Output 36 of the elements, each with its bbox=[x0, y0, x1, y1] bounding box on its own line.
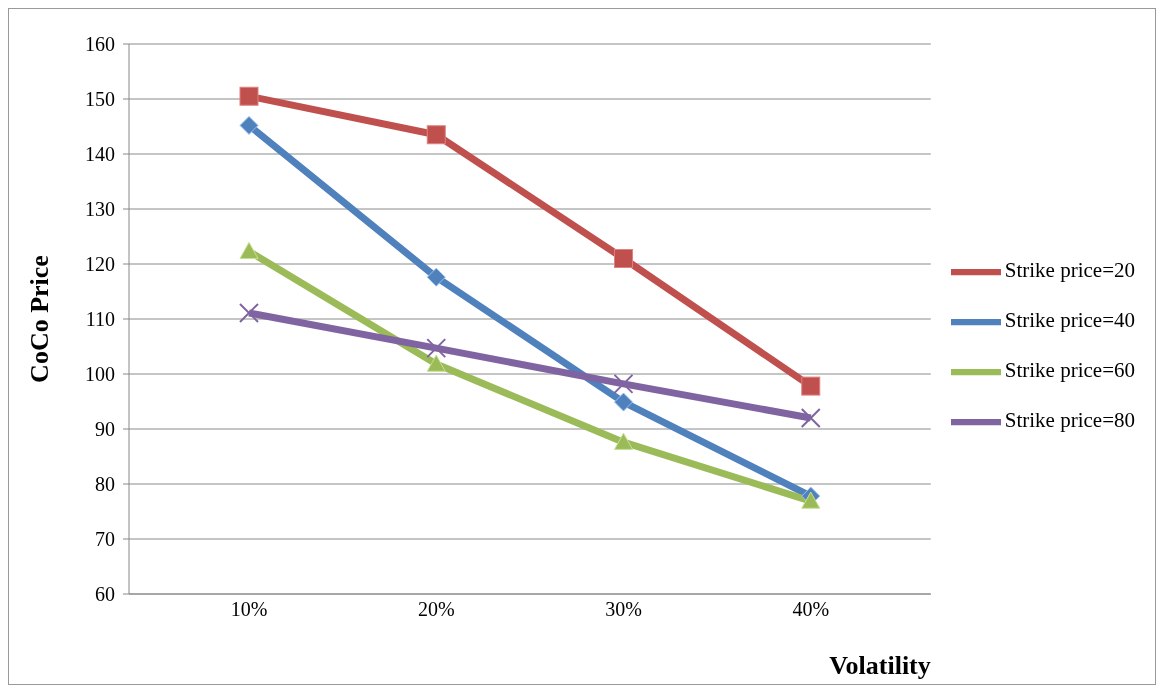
point bbox=[426, 338, 447, 359]
y-axis-title: CoCo Price bbox=[25, 255, 55, 383]
x-tick-label: 20% bbox=[417, 598, 455, 621]
y-tick-label: 160 bbox=[85, 33, 115, 56]
point bbox=[614, 249, 634, 268]
x-tick-label: 40% bbox=[792, 598, 830, 621]
point bbox=[801, 376, 821, 396]
x-tick-label: 10% bbox=[230, 598, 268, 621]
legend-label: Strike price=20 bbox=[1004, 257, 1135, 282]
legend-label: Strike price=60 bbox=[1004, 357, 1135, 382]
x-tick-label: 30% bbox=[605, 598, 642, 621]
point bbox=[239, 302, 259, 323]
point bbox=[801, 491, 821, 509]
point bbox=[614, 432, 634, 450]
y-tick-label: 150 bbox=[85, 88, 115, 111]
point bbox=[239, 241, 259, 260]
y-tick-label: 110 bbox=[85, 308, 115, 331]
point bbox=[426, 354, 446, 372]
y-tick-label: 120 bbox=[85, 253, 115, 276]
point bbox=[239, 115, 259, 135]
legend-label: Strike price=80 bbox=[1004, 407, 1135, 432]
y-tick-label: 140 bbox=[85, 143, 115, 166]
point bbox=[426, 125, 446, 145]
point bbox=[239, 86, 259, 106]
y-tick-label: 90 bbox=[95, 418, 115, 441]
point bbox=[800, 408, 821, 428]
y-tick-label: 100 bbox=[85, 363, 115, 386]
legend-label: Strike price=40 bbox=[1004, 307, 1135, 332]
y-tick-label: 130 bbox=[85, 198, 115, 221]
point bbox=[426, 267, 446, 287]
x-axis-title: Volatility bbox=[829, 651, 931, 680]
y-tick-label: 70 bbox=[95, 528, 115, 551]
y-tick-label: 80 bbox=[95, 473, 115, 496]
y-tick-label: 60 bbox=[95, 583, 115, 606]
point bbox=[614, 392, 634, 412]
point bbox=[613, 373, 634, 394]
